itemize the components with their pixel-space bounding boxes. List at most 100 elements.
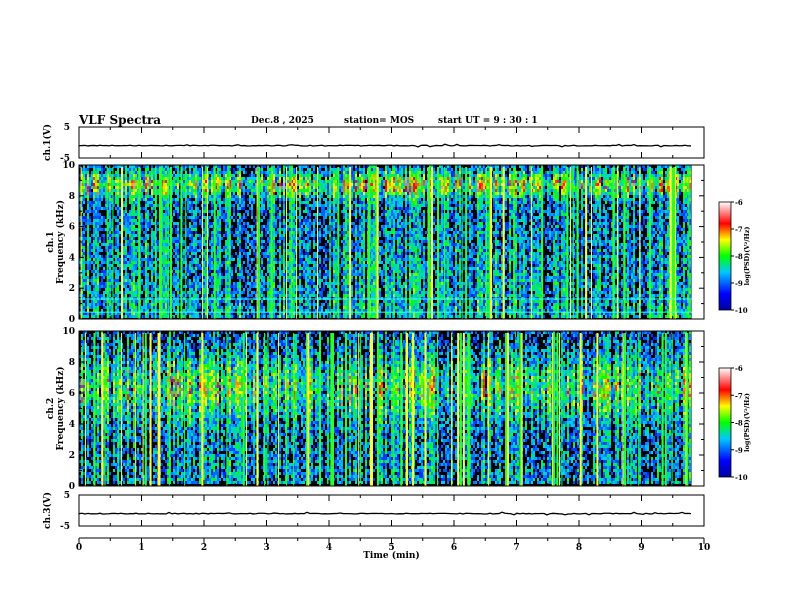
ch1-spectrogram-cell <box>141 261 143 264</box>
ch1-spectrogram-cell <box>153 306 155 309</box>
ch1-spectrogram-cell <box>83 237 85 240</box>
ch1-spectrogram-cell <box>99 201 101 204</box>
ch1-spectrogram-cell <box>165 198 167 201</box>
ch1-spectrogram-cell <box>151 309 153 312</box>
ch1-spectrogram-cell <box>173 249 175 252</box>
ch1-spectrogram-cell <box>109 189 111 192</box>
ch1-spectrogram-cell <box>145 309 147 312</box>
ch1-spectrogram-cell <box>141 309 143 312</box>
ch1-spectrogram-cell <box>177 309 179 312</box>
ch1-spectrogram-cell <box>129 246 131 249</box>
ch1-spectrogram-cell <box>157 168 159 171</box>
ch1-spectrogram-cell <box>149 264 151 267</box>
ch1-spectrogram-cell <box>127 252 129 255</box>
ch1-spectrogram-cell <box>97 228 99 231</box>
ch1-spectrogram-cell <box>83 231 85 234</box>
ch1-spectrogram-cell <box>129 192 131 195</box>
ch1-spectrogram-cell <box>85 270 87 273</box>
ch1-spectrogram-cell <box>103 300 105 303</box>
ch1-spectrogram-cell <box>147 189 149 192</box>
ch1-spectrogram-cell <box>103 207 105 210</box>
ch1-spectrogram-cell <box>89 183 91 186</box>
ch1-spectrogram-cell <box>117 237 119 240</box>
ch1-spectrogram-cell <box>145 303 147 306</box>
ch1-spectrogram-cell <box>123 261 125 264</box>
ch1-spectrogram-cell <box>127 231 129 234</box>
ch1-spectrogram-cell <box>141 222 143 225</box>
ch1-spectrogram-cell <box>133 291 135 294</box>
ch1-spectrogram-cell <box>117 282 119 285</box>
ch1-spectrogram-cell <box>149 291 151 294</box>
ch1-spectrogram-cell <box>145 291 147 294</box>
ch1-spectrogram-cell <box>115 231 117 234</box>
ch1-spectrogram-cell <box>119 300 121 303</box>
ch1-spectrogram-cell <box>191 177 193 180</box>
ch1-spectrogram-cell <box>175 267 177 270</box>
ch1-spectrogram-cell <box>177 180 179 183</box>
ch1-spectrogram-cell <box>95 258 97 261</box>
ch1-spectrogram-cell <box>123 210 125 213</box>
ch1-spectrogram-cell <box>131 306 133 309</box>
ch1-spectrogram-cell <box>97 222 99 225</box>
ch1-spectrogram-cell <box>97 288 99 291</box>
ch1-spectrogram-cell <box>183 285 185 288</box>
ch1-spectrogram-cell <box>89 192 91 195</box>
ch1-spectrogram-cell <box>87 168 89 171</box>
ch1-spectrogram-cell <box>97 267 99 270</box>
ch1-spectrogram-cell <box>133 228 135 231</box>
ch1-spectrogram-cell <box>109 228 111 231</box>
ch1-spectrogram-cell <box>95 309 97 312</box>
ch1-spectrogram-cell <box>117 303 119 306</box>
ch1-spectrogram-cell <box>87 225 89 228</box>
ch1-spectrogram-cell <box>145 186 147 189</box>
ch1-spectrogram-cell <box>87 306 89 309</box>
ch1-spectrogram-cell <box>117 183 119 186</box>
ch1-spectrogram-cell <box>149 171 151 174</box>
ch1-spectrogram-cell <box>123 213 125 216</box>
ch1-spectrogram-cell <box>151 315 153 318</box>
ch1-spectrogram-cell <box>87 216 89 219</box>
ch1-spectrogram-cell <box>187 264 189 267</box>
ch1-spectrogram-cell <box>97 258 99 261</box>
ch1-spectrogram-cell <box>165 249 167 252</box>
ch1-spectrogram-cell <box>133 222 135 225</box>
ch1-spectrogram-cell <box>87 186 89 189</box>
ch1-spectrogram-cell <box>125 210 127 213</box>
ch1-spectrogram-cell <box>141 219 143 222</box>
ch1-spectrogram-cell <box>141 243 143 246</box>
ch1-spectrogram-cell <box>95 222 97 225</box>
ch1-spectrogram-cell <box>173 300 175 303</box>
ch1-spectrogram-cell <box>89 267 91 270</box>
ch1-spectrogram-cell <box>95 195 97 198</box>
ch1-spectrogram-cell <box>163 291 165 294</box>
ch1-spectrogram-cell <box>87 246 89 249</box>
ch1-spectrogram-cell <box>147 255 149 258</box>
ch1-spectrogram-cell <box>177 222 179 225</box>
ch1-spectrogram-cell <box>131 168 133 171</box>
ch1-spectrogram-cell <box>135 210 137 213</box>
ch1-spectrogram-cell <box>165 279 167 282</box>
ch1-spectrogram-cell <box>117 258 119 261</box>
ch1-spectrogram-cell <box>89 255 91 258</box>
ch1-spectrogram-cell <box>133 168 135 171</box>
ch1-spectrogram-cell <box>99 294 101 297</box>
ch1-spectrogram-cell <box>145 246 147 249</box>
ch1-spectrogram-cell <box>93 225 95 228</box>
ch1-spectrogram-cell <box>135 291 137 294</box>
ch1-spectrogram-cell <box>125 213 127 216</box>
ch1-spectrogram-cell <box>87 183 89 186</box>
ch1-spectrogram-cell <box>99 168 101 171</box>
ch1-spectrogram-cell <box>87 294 89 297</box>
ch1-spectrogram-cell <box>163 237 165 240</box>
ch1-spectrogram-cell <box>89 210 91 213</box>
ch1-spectrogram-cell <box>95 273 97 276</box>
ch1-spectrogram-cell <box>117 240 119 243</box>
ch1-spectrogram-cell <box>115 186 117 189</box>
ch1-spectrogram-cell <box>147 216 149 219</box>
ch1-spectrogram-cell <box>119 195 121 198</box>
ch1-spectrogram-cell <box>129 210 131 213</box>
ch1-spectrogram-cell <box>91 276 93 279</box>
ch1-spectrogram-cell <box>95 225 97 228</box>
ch1-spectrogram-cell <box>123 309 125 312</box>
ch1-spectrogram-cell <box>189 237 191 240</box>
